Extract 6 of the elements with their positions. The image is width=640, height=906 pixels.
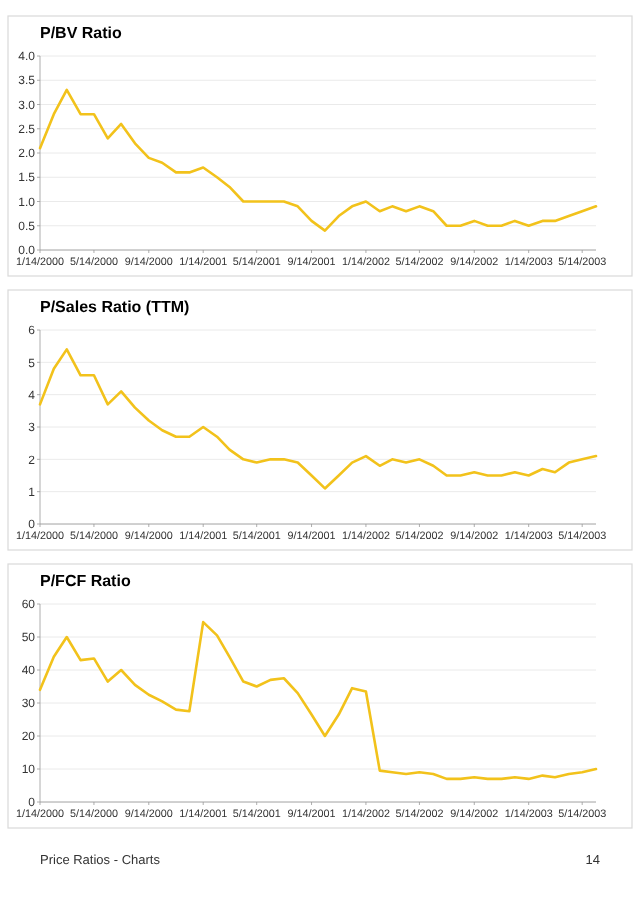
- line-series: [38, 620, 598, 781]
- chart-title: P/BV Ratio: [40, 24, 123, 42]
- chart-title: P/FCF Ratio: [40, 572, 131, 590]
- line-series: [38, 88, 598, 232]
- chart-title: P/Sales Ratio (TTM): [40, 298, 191, 316]
- line-series: [38, 348, 598, 490]
